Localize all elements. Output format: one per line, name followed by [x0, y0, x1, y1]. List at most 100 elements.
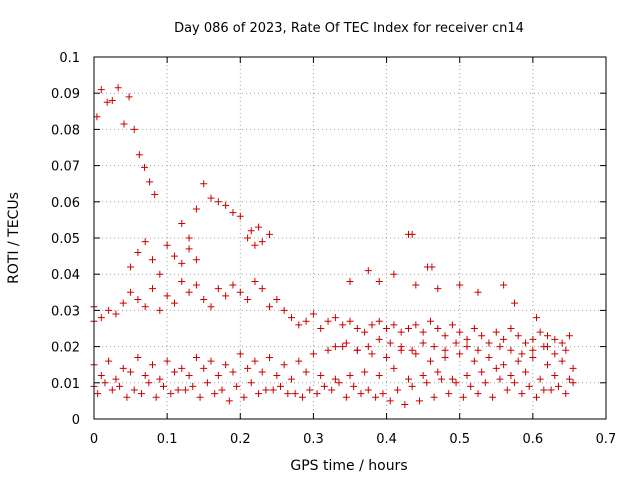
data-point	[185, 234, 193, 242]
data-point	[350, 382, 358, 390]
y-tick-label: 0.03	[51, 304, 80, 319]
data-point	[134, 248, 142, 256]
data-point	[368, 350, 376, 358]
data-point	[361, 368, 369, 376]
data-point	[266, 353, 274, 361]
data-point	[273, 372, 281, 380]
x-axis-label: GPS time / hours	[290, 458, 407, 474]
data-point	[558, 357, 566, 365]
data-point	[151, 191, 159, 199]
data-point	[103, 98, 111, 106]
data-point	[163, 292, 171, 300]
data-point	[207, 194, 215, 202]
data-point	[514, 357, 522, 365]
data-point	[536, 375, 544, 383]
data-point	[397, 328, 405, 336]
y-tick-label: 0.07	[51, 160, 80, 175]
data-point	[207, 303, 215, 311]
data-point	[309, 350, 317, 358]
data-point	[138, 390, 146, 398]
y-tick-label: 0.04	[51, 268, 80, 283]
data-point	[244, 234, 252, 242]
data-point	[229, 209, 237, 217]
data-point	[474, 390, 482, 398]
data-point	[511, 299, 519, 307]
data-point	[324, 317, 332, 325]
data-point	[507, 372, 515, 380]
data-point	[470, 357, 478, 365]
data-point	[529, 353, 537, 361]
data-point	[511, 379, 519, 387]
data-point	[112, 375, 120, 383]
data-point	[430, 393, 438, 401]
data-point	[287, 375, 295, 383]
x-tick-label: 0.1	[157, 432, 178, 447]
data-point	[386, 397, 394, 405]
data-point	[551, 350, 559, 358]
x-tick-label: 0.7	[596, 432, 617, 447]
data-point	[258, 368, 266, 376]
y-tick-label: 0.08	[51, 123, 80, 138]
data-point	[525, 382, 533, 390]
data-point	[269, 386, 277, 394]
data-point	[185, 288, 193, 296]
data-point	[412, 321, 420, 329]
data-point	[536, 328, 544, 336]
x-tick-label: 0.6	[523, 432, 544, 447]
data-point	[247, 227, 255, 235]
data-point	[569, 379, 577, 387]
data-point	[141, 372, 149, 380]
data-point	[108, 386, 116, 394]
data-point	[562, 346, 570, 354]
x-tick-label: 0.4	[376, 432, 397, 447]
data-point	[306, 386, 314, 394]
data-point	[119, 364, 127, 372]
data-point	[540, 343, 548, 351]
data-point	[200, 296, 208, 304]
data-point	[317, 325, 325, 332]
data-point	[383, 353, 391, 361]
data-point	[233, 382, 241, 390]
data-point	[500, 281, 508, 289]
y-tick-label: 0.06	[51, 196, 80, 211]
data-point	[244, 296, 252, 304]
y-tick-label: 0.09	[51, 87, 80, 102]
data-point	[328, 386, 336, 394]
data-point	[401, 401, 409, 409]
data-point	[463, 343, 471, 351]
data-point	[302, 317, 310, 325]
data-point	[200, 364, 208, 372]
data-point	[456, 281, 464, 289]
data-point	[481, 379, 489, 387]
data-point	[236, 288, 244, 296]
data-point	[295, 357, 303, 365]
data-point	[485, 353, 493, 361]
data-point	[298, 393, 306, 401]
data-point	[569, 364, 577, 372]
data-point	[522, 339, 530, 347]
data-point	[412, 281, 420, 289]
data-point	[397, 343, 405, 351]
y-axis-label: ROTI / TECUs	[6, 192, 22, 284]
data-point	[116, 382, 124, 390]
data-point	[357, 390, 365, 398]
data-point	[394, 386, 402, 394]
data-point	[470, 325, 478, 332]
y-tick-label: 0.05	[51, 232, 80, 247]
data-point	[375, 317, 383, 325]
data-point	[207, 357, 215, 365]
x-axis-ticks: 0 0.1 0.2 0.3 0.4 0.5 0.6 0.7	[90, 57, 616, 447]
data-point	[379, 390, 387, 398]
data-point	[419, 328, 427, 336]
data-point	[456, 350, 464, 358]
data-point	[445, 390, 453, 398]
data-point	[496, 343, 504, 351]
data-point	[448, 375, 456, 383]
data-point	[339, 321, 347, 329]
data-point	[277, 382, 285, 390]
data-point	[554, 382, 562, 390]
data-point	[533, 393, 541, 401]
data-point	[167, 390, 175, 398]
data-point	[415, 397, 423, 405]
data-point	[390, 321, 398, 329]
